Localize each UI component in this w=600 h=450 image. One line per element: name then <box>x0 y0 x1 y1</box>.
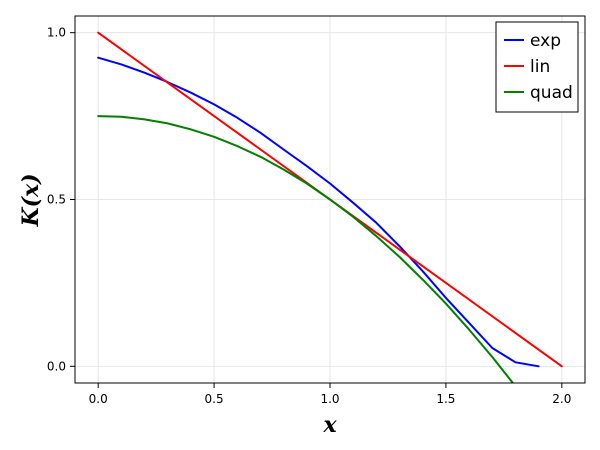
x-tick-label: 0.0 <box>89 392 108 406</box>
series-line-quad <box>97 115 515 383</box>
x-tick-label: 2.0 <box>552 392 571 406</box>
x-tick-label: 1.0 <box>320 392 339 406</box>
series-line-exp <box>97 56 540 368</box>
x-tick-label: 0.5 <box>205 392 224 406</box>
x-axis-label: x <box>322 412 337 438</box>
x-tick-label: 1.5 <box>436 392 455 406</box>
legend: exp lin quad <box>495 21 579 113</box>
series-layer <box>97 31 563 383</box>
y-axis-label: K(x) <box>18 173 44 227</box>
legend-box <box>495 21 579 113</box>
legend-label-quad: quad <box>530 83 573 103</box>
legend-label-exp: exp <box>530 31 561 51</box>
y-tick-label: 0.0 <box>47 359 66 373</box>
y-tick-label: 0.5 <box>47 193 66 207</box>
legend-label-lin: lin <box>530 57 550 77</box>
y-tick-label: 1.0 <box>47 26 66 40</box>
axis-ticks: 0.0 0.5 1.0 1.5 2.0 0.0 0.5 1.0 <box>47 26 571 406</box>
